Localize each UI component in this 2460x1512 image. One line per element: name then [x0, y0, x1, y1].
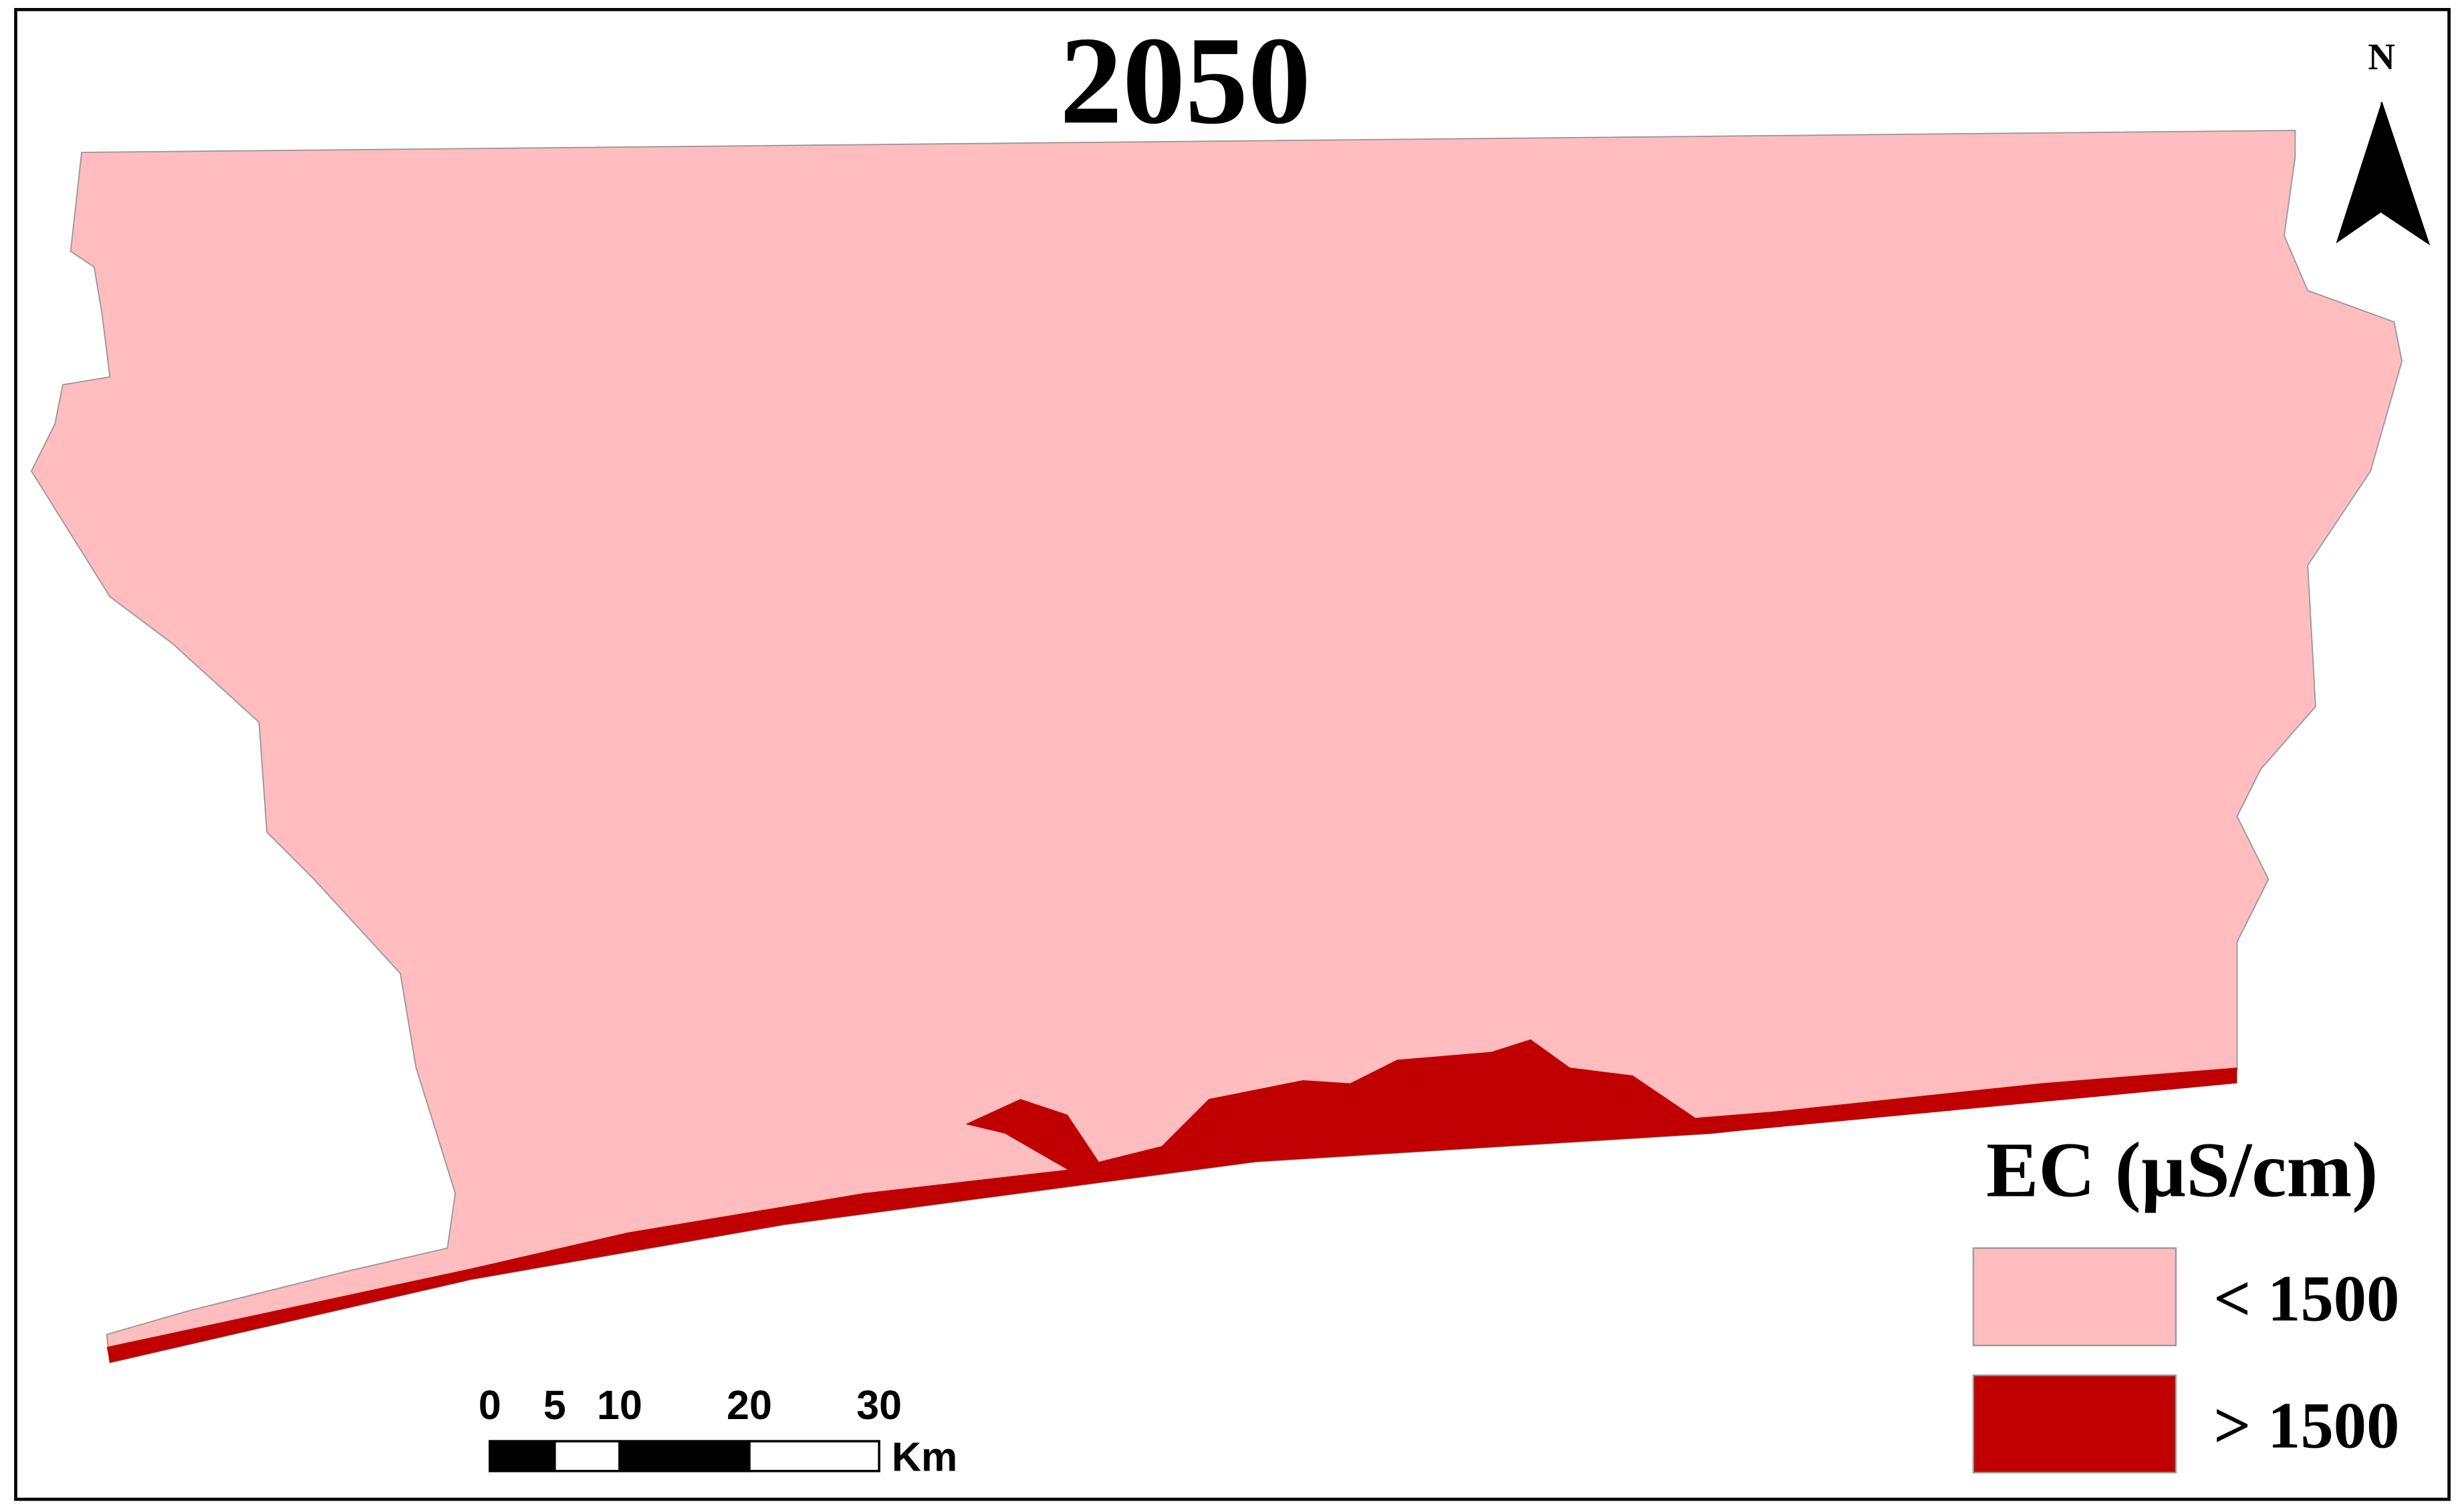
scale-label: 10	[597, 1382, 642, 1428]
legend-title: EC (µS/cm)	[1986, 1127, 2378, 1214]
legend-swatch	[1972, 1374, 2177, 1474]
north-label: N	[2368, 37, 2395, 78]
scale-label: 30	[856, 1382, 902, 1428]
scale-segment	[618, 1440, 751, 1473]
scale-label: 0	[479, 1382, 501, 1428]
legend-label: > 1500	[2213, 1389, 2399, 1462]
low-ec-region	[30, 130, 2403, 1364]
frame	[14, 7, 2451, 1501]
legend-label: < 1500	[2213, 1262, 2399, 1335]
scale-unit: Km	[892, 1434, 957, 1480]
scale-label: 5	[543, 1382, 566, 1428]
map-title: 2050	[1060, 11, 1311, 150]
north-arrow-right	[2380, 102, 2431, 246]
scale-segment	[554, 1440, 621, 1473]
scale-bar: 0 5 10 20 30 Km	[479, 1382, 958, 1479]
legend: < 1500 > 1500	[1972, 1247, 2399, 1474]
legend-swatch	[1972, 1247, 2177, 1347]
scale-label: 20	[727, 1382, 772, 1428]
scale-segment	[748, 1440, 880, 1473]
high-ec-region	[106, 1039, 2237, 1363]
scale-segment	[488, 1440, 556, 1473]
